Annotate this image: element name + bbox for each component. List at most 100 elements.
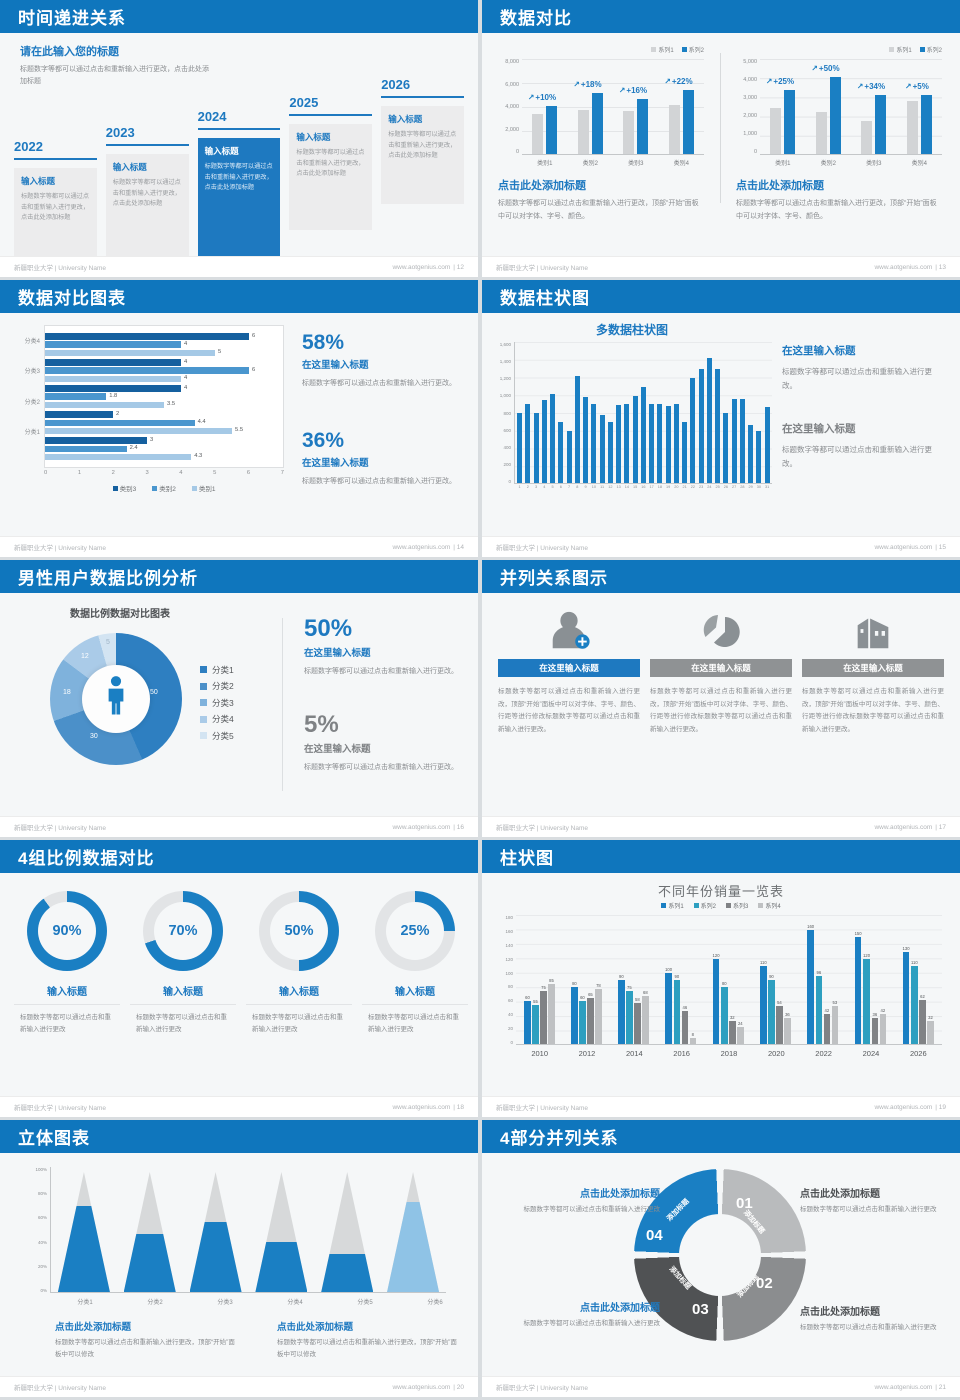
x-axis: 类别1 类别2 类别3 类别4	[522, 158, 704, 167]
caption-title: 点击此处添加标题	[580, 1303, 660, 1314]
bar: 6	[45, 367, 255, 374]
timeline-year: 2025	[289, 95, 373, 116]
block-title: 在这里输入标题	[782, 345, 856, 357]
x-tick: 11	[600, 485, 605, 489]
bar	[618, 980, 625, 1044]
text-block: 在这里输入标题 标题数字等都可以通过点击和重新输入进行更改。	[782, 419, 942, 470]
chart-title: 数据比例数据对比图表	[30, 605, 210, 620]
cycle-hole	[678, 1213, 762, 1297]
ring-item: 70% 输入标题 标题数字等都可以通过点击和重新输入进行更改	[130, 891, 236, 1035]
bar-column: 55	[532, 915, 539, 1044]
progress-ring: 50%	[259, 891, 339, 971]
x-tick: 5	[213, 470, 217, 477]
timeline-item: 2024 输入标题 标题数字等都可以通过点击和重新输入进行更改，点击此处添加标题	[197, 109, 281, 256]
y-tick: 60	[507, 998, 513, 1004]
slide-title: 数据对比	[482, 0, 960, 33]
slice-value: 18	[63, 689, 71, 696]
x-tick: 10	[591, 485, 596, 489]
growth-label: ↗+50%	[811, 63, 840, 73]
x-axis: 2010 2012 2014 2016 2018 2020 2022 2024 2026	[516, 1049, 942, 1058]
x-tick: 16	[641, 485, 646, 489]
slide-body: 01 添加标题 02 添加标题 03 添加标题 04 添加标题 点击此处添加标题 标题数字等都可以…	[482, 1153, 960, 1376]
y-tick: 80%	[37, 1191, 47, 1197]
slide-donut[interactable]: 男性用户数据比例分析 数据比例数据对比图表 50 30 18 12 5 分类1 分类2 分类3 分…	[0, 560, 478, 837]
value-label: 75	[541, 984, 546, 990]
slice-value: 50	[150, 689, 158, 696]
chart-legend: 系列1 系列2	[498, 45, 704, 54]
x-tick: 4	[179, 470, 183, 477]
bar	[673, 980, 681, 1044]
segment-number: 04	[646, 1227, 663, 1244]
x-tick: 21	[682, 485, 687, 489]
x-tick: 5	[551, 485, 554, 489]
legend-item: 分类1	[200, 664, 234, 676]
bar	[681, 1011, 689, 1044]
caption-title: 点击此处添加标题	[800, 1307, 880, 1318]
bar	[871, 1018, 879, 1044]
bar-chart: 8,000 6,000 4,000 2,000 0 ↗+10% ↗+18% ↗+16% ↗+22…	[498, 59, 704, 155]
bar-series2	[875, 95, 887, 154]
legend-item: 系列2	[693, 901, 716, 910]
slide-grouped-bars[interactable]: 柱状图 不同年份销量一览表 系列1 系列2 系列3 系列4 180 160 140 120 100…	[482, 840, 960, 1117]
slide-timeline[interactable]: 时间递进关系 请在此输入您的标题 标题数字等都可以通过点击和重新输入进行更改，点击…	[0, 0, 478, 277]
bar	[690, 378, 696, 483]
y-tick: 1,000	[743, 131, 757, 137]
y-tick: 0	[753, 149, 757, 155]
footer-org: 新疆职业大学 | University Name	[496, 825, 588, 832]
slide-footer: 新疆职业大学 | University Name www.aotgenius.c…	[482, 1376, 960, 1397]
legend-marker	[112, 485, 118, 491]
stat-body: 标题数字等都可以通过点击和重新输入进行更改。	[302, 478, 456, 485]
slide-parallel[interactable]: 并列关系图示 在这里输入标题 标题数字等都可以通过点击和重新输入进行更改，顶部“开…	[482, 560, 960, 837]
x-label: 分类5	[357, 1300, 373, 1306]
panel-divider	[720, 53, 721, 203]
slide-cones[interactable]: 立体图表 100% 80% 60% 40% 20% 0% 分类1 分类2 分类3 分类4 分类5 分类…	[0, 1120, 478, 1397]
legend-marker	[191, 485, 197, 491]
bar-column: 53	[831, 915, 839, 1044]
cone	[123, 1172, 176, 1292]
page-number: | 12	[453, 263, 464, 271]
bar	[626, 990, 633, 1044]
footer-site: www.aotgenius.com | 12	[392, 263, 464, 271]
ring-percent: 90%	[52, 923, 82, 939]
bar	[640, 386, 646, 483]
value-label: 36	[785, 1012, 790, 1018]
timeline-item-title: 输入标题	[112, 162, 147, 172]
growth-label: ↗+34%	[856, 82, 886, 92]
cone-fill	[57, 1205, 110, 1292]
legend-marker	[889, 47, 895, 52]
bar	[642, 995, 649, 1044]
stat-percent: 50%	[304, 615, 353, 642]
plot-area: ↗+25% ↗+50% ↗+34% ↗+5%	[760, 59, 942, 155]
growth-label: ↗+22%	[664, 76, 693, 86]
bar-series1	[668, 104, 680, 154]
slide-cycle[interactable]: 4部分并列关系 01 添加标题 02 添加标题 03 添加标题 04 添加标题 点击此处添加标题…	[482, 1120, 960, 1397]
slide-title-text: 时间递进关系	[18, 9, 126, 28]
slide-compare-bars[interactable]: 数据对比 系列1 系列2 8,000 6,000 4,000 2,000 0 ↗+10% ↗+1…	[482, 0, 960, 277]
footer-org: 新疆职业大学 | University Name	[14, 265, 106, 272]
slide-footer: 新疆职业大学 | University Name www.aotgenius.c…	[482, 816, 960, 837]
value-label: 5.5	[235, 427, 244, 434]
legend-item: 系列1	[889, 45, 912, 54]
value-label: 36	[872, 1012, 878, 1018]
cone	[57, 1172, 110, 1292]
y-label: 分类3	[24, 369, 40, 376]
bar	[548, 983, 555, 1044]
slide-columns31[interactable]: 数据柱状图 多数据柱状图 1,600 1,400 1,200 1,000 800 600 40…	[482, 280, 960, 557]
y-tick: 6,000	[505, 81, 519, 88]
bar-column: 80	[571, 915, 578, 1044]
y-label: 分类1	[24, 430, 40, 437]
caption-title: 点击此处添加标题	[800, 1189, 880, 1200]
footer-org: 新疆职业大学 | University Name	[14, 1385, 106, 1392]
slide-rings[interactable]: 4组比例数据对比 90% 输入标题 标题数字等都可以通过点击和重新输入进行更改 70%…	[0, 840, 478, 1117]
parallel-column: 在这里输入标题 标题数字等都可以通过点击和重新输入进行更改，顶部“开始”面板中可以…	[802, 603, 944, 737]
y-tick: 1,200	[499, 376, 511, 382]
slide-hbar-chart[interactable]: 数据对比图表 分类4 分类3 分类2 分类1 6 4 5 4 6 4 4 1.8 3.5 2 4.4 5.5 3…	[0, 280, 478, 557]
donut-chart: 50 30 18 12 5	[50, 633, 182, 765]
bar-column: 36	[784, 915, 791, 1044]
bar	[550, 393, 556, 483]
slide-footer: 新疆职业大学 | University Name www.aotgenius.c…	[0, 536, 478, 557]
timeline-item: 2022 输入标题 标题数字等都可以通过点击和重新输入进行更改，点击此处添加标题	[14, 139, 97, 256]
footer-site: www.aotgenius.com | 13	[874, 263, 946, 271]
timeline-item-body: 标题数字等都可以通过点击和重新输入进行更改，点击此处添加标题	[204, 163, 273, 192]
bar	[541, 399, 547, 483]
